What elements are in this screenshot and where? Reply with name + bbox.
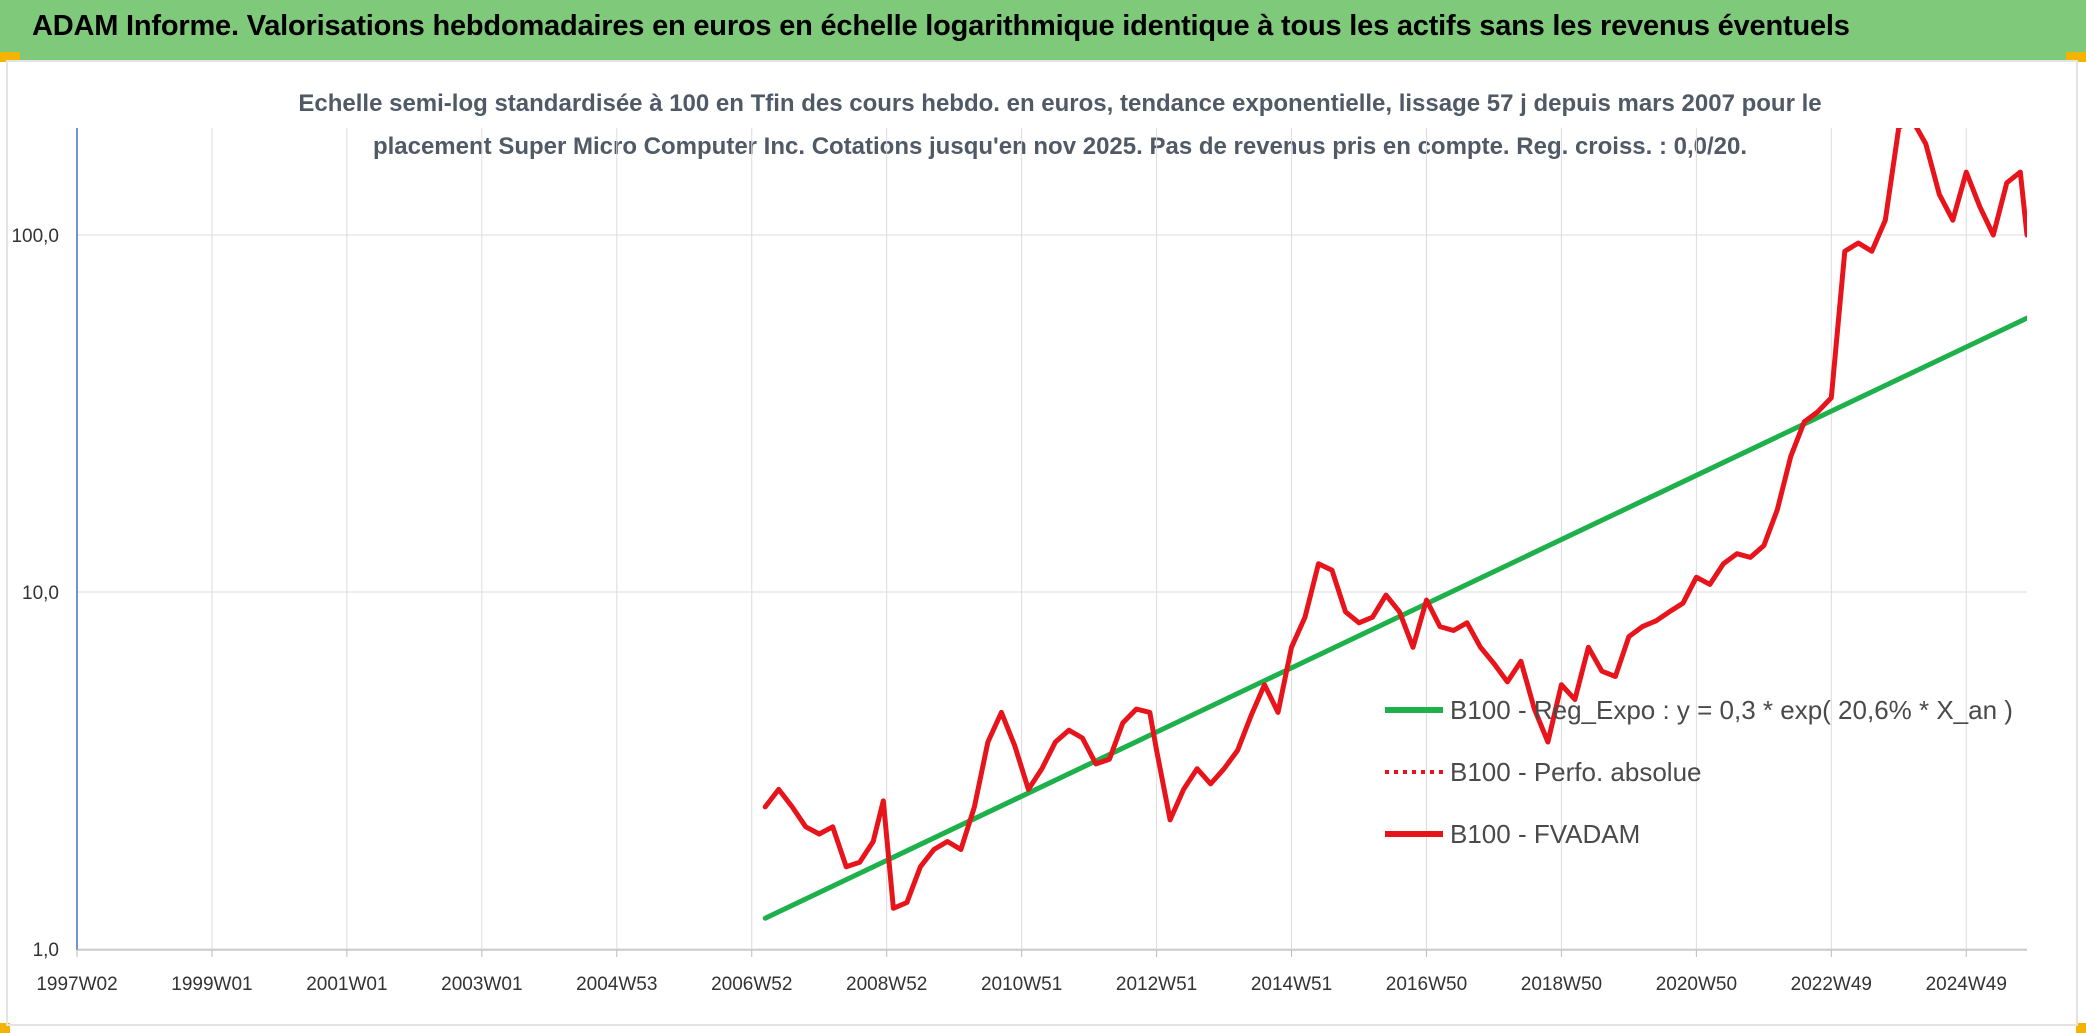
chart-title-line-1: Echelle semi-log standardisée à 100 en T…	[298, 90, 1822, 117]
chart-frame	[6, 60, 2078, 1026]
y-tick-label: 10,0	[22, 583, 59, 604]
x-tick-label: 2004W53	[576, 974, 657, 995]
chart-title-line-2: placement Super Micro Computer Inc. Cota…	[372, 133, 1748, 160]
legend-label: B100 - Reg_Expo : y = 0,3 * exp( 20,6% *…	[1450, 695, 2013, 725]
y-tick-label: 100,0	[11, 226, 59, 247]
x-tick-label: 2003W01	[441, 974, 522, 995]
x-tick-label: 2014W51	[1251, 974, 1332, 995]
series-line-trend	[762, 315, 2027, 921]
header-banner: ADAM Informe. Valorisations hebdomadaire…	[0, 0, 2086, 60]
x-tick-label: 2022W49	[1791, 974, 1872, 995]
x-tick-label: 2010W51	[981, 974, 1062, 995]
legend: B100 - Reg_Expo : y = 0,3 * exp( 20,6% *…	[1385, 695, 2013, 849]
corner-tab-left-bottom	[0, 1023, 10, 1033]
legend-label: B100 - FVADAM	[1450, 819, 1640, 849]
page-title: ADAM Informe. Valorisations hebdomadaire…	[32, 10, 1850, 42]
x-tick-labels: 1997W02 1999W01 2001W01 2003W01 2004W53 2006W…	[36, 974, 2007, 995]
y-tick-labels: 1,0 10,0 100,0	[11, 226, 59, 961]
x-tick-label: 1999W01	[171, 974, 252, 995]
x-tick-label: 2018W50	[1521, 974, 1602, 995]
x-tick-label: 2020W50	[1656, 974, 1737, 995]
x-tick-label: 1997W02	[36, 974, 117, 995]
x-tick-label: 2024W49	[1926, 974, 2007, 995]
corner-tab-right-bottom	[2076, 1023, 2086, 1033]
corner-tab-right	[2066, 52, 2086, 62]
x-tick-label: 2016W50	[1386, 974, 1467, 995]
corner-tab-left	[0, 52, 20, 62]
plot-area	[762, 128, 2027, 921]
series-line-fvadam	[762, 128, 2027, 911]
x-tick-label: 2001W01	[306, 974, 387, 995]
axes	[76, 128, 2027, 957]
x-tick-label: 2012W51	[1116, 974, 1197, 995]
grid	[76, 128, 2027, 950]
x-tick-label: 2008W52	[846, 974, 927, 995]
y-tick-label: 1,0	[33, 940, 59, 961]
legend-label: B100 - Perfo. absolue	[1450, 757, 1702, 787]
x-tick-label: 2006W52	[711, 974, 792, 995]
